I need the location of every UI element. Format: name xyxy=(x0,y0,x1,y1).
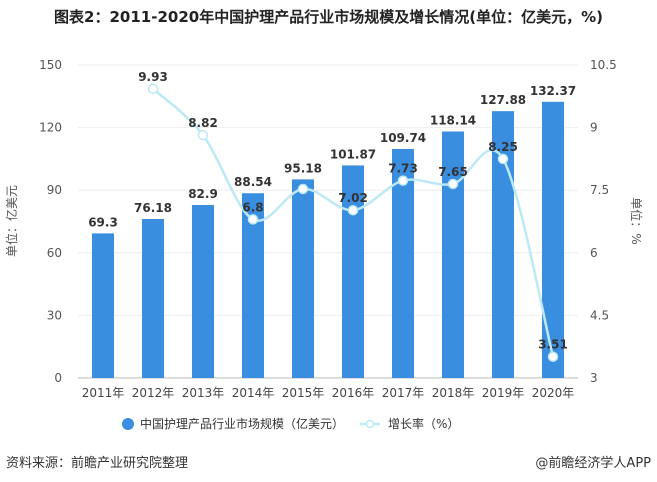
growth-value-label: 6.8 xyxy=(242,200,263,214)
bar xyxy=(192,205,214,378)
x-tick-label: 2015年 xyxy=(282,386,325,400)
y2-tick-label: 7.5 xyxy=(590,183,609,197)
source-note: 资料来源：前瞻产业研究院整理 xyxy=(6,456,189,471)
bar-value-label: 95.18 xyxy=(284,161,322,175)
x-tick-label: 2019年 xyxy=(482,386,525,400)
bar-value-label: 132.37 xyxy=(530,84,576,98)
bar-value-label: 82.9 xyxy=(188,187,218,201)
bar xyxy=(492,111,514,378)
x-tick-label: 2012年 xyxy=(132,386,175,400)
y-tick-label: 150 xyxy=(39,58,62,72)
growth-value-label: 9.93 xyxy=(138,70,168,84)
growth-point xyxy=(447,178,459,190)
legend-line-point xyxy=(365,419,375,429)
legend-line-label: 增长率（%） xyxy=(388,416,459,431)
y2-tick-label: 4.5 xyxy=(590,308,609,322)
x-tick-label: 2013年 xyxy=(182,386,225,400)
chart-title: 图表2：2011-2020年中国护理产品行业市场规模及增长情况(单位：亿美元，%… xyxy=(54,8,603,26)
bar-value-label: 109.74 xyxy=(380,131,426,145)
bar-value-label: 69.3 xyxy=(88,215,118,229)
growth-point xyxy=(347,204,359,216)
y2-tick-label: 6 xyxy=(590,246,598,260)
bar xyxy=(242,193,264,378)
bar xyxy=(542,101,564,378)
y2-tick-label: 3 xyxy=(590,371,598,385)
bar xyxy=(342,165,364,378)
legend-bar-marker xyxy=(122,418,134,430)
growth-value-label: 8.82 xyxy=(188,116,218,130)
x-tick-label: 2020年 xyxy=(532,386,575,400)
x-tick-label: 2018年 xyxy=(432,386,475,400)
bar-value-label: 76.18 xyxy=(134,201,172,215)
growth-point xyxy=(397,175,409,186)
bar xyxy=(392,149,414,378)
y-tick-label: 0 xyxy=(54,371,62,385)
bar-value-label: 101.87 xyxy=(330,147,376,161)
x-tick-label: 2017年 xyxy=(382,386,425,400)
y-tick-label: 60 xyxy=(47,246,62,260)
growth-point xyxy=(197,129,209,141)
growth-value-label: 3.51 xyxy=(538,338,568,352)
growth-value-label: 7.65 xyxy=(438,165,468,179)
x-tick-label: 2011年 xyxy=(82,386,125,400)
growth-point xyxy=(147,83,159,95)
bar xyxy=(92,233,114,378)
bar-value-label: 127.88 xyxy=(480,93,526,107)
bar xyxy=(442,131,464,378)
y2-tick-label: 9 xyxy=(590,121,598,135)
growth-point xyxy=(497,153,509,165)
growth-value-label: 7.73 xyxy=(388,162,418,176)
growth-value-label: 7.02 xyxy=(338,191,368,205)
y2-tick-label: 10.5 xyxy=(590,58,617,72)
bar xyxy=(292,179,314,378)
legend-bar-label: 中国护理产品行业市场规模（亿美元） xyxy=(140,416,344,431)
x-tick-label: 2014年 xyxy=(232,386,275,400)
growth-point xyxy=(297,183,309,195)
bar-value-label: 118.14 xyxy=(430,113,476,127)
growth-value-label: 8.25 xyxy=(488,140,518,154)
y-tick-label: 120 xyxy=(39,121,62,135)
x-tick-label: 2016年 xyxy=(332,386,375,400)
bar-value-label: 88.54 xyxy=(234,175,272,189)
growth-point xyxy=(547,351,559,362)
y2-axis-label: 单位：% xyxy=(629,197,644,244)
y-tick-label: 30 xyxy=(47,308,62,322)
brand-note: @前瞻经济学人APP xyxy=(535,456,651,471)
growth-point xyxy=(247,214,259,225)
y-tick-label: 90 xyxy=(47,183,62,197)
y-axis-label: 单位：亿美元 xyxy=(4,185,19,257)
bar xyxy=(142,219,164,378)
